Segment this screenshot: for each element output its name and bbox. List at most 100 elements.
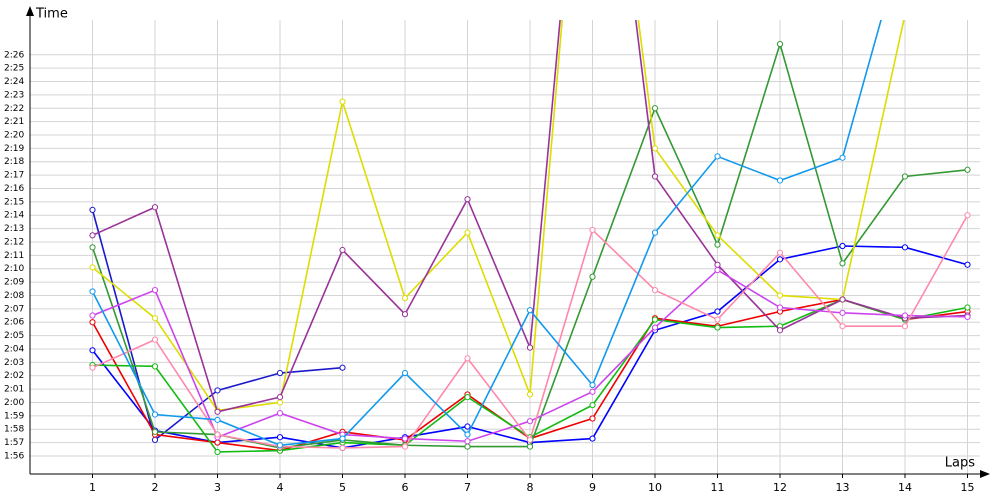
point: [89, 364, 96, 371]
point: [464, 394, 471, 401]
y-tick-label: 2:08: [4, 291, 24, 301]
y-tick-label: 2:21: [4, 117, 24, 127]
point: [901, 312, 909, 319]
x-tick-label: 14: [898, 481, 912, 494]
point: [339, 246, 346, 254]
point: [526, 443, 534, 450]
point: [589, 435, 596, 442]
y-tick-label: 2:16: [4, 184, 24, 194]
point: [151, 363, 159, 370]
point: [839, 309, 846, 316]
point: [589, 388, 596, 395]
point: [214, 408, 221, 415]
point: [214, 387, 221, 394]
y-tick-label: 2:24: [4, 77, 24, 87]
point: [464, 423, 471, 430]
x-tick-label: 11: [711, 481, 725, 494]
y-tick-label: 2:04: [4, 344, 24, 354]
point: [151, 436, 159, 443]
point: [902, 12, 907, 17]
point: [526, 418, 534, 425]
point: [964, 166, 971, 173]
point: [714, 316, 721, 323]
point: [964, 313, 971, 320]
point: [651, 316, 659, 323]
point: [276, 442, 284, 449]
y-tick-label: 2:20: [4, 131, 24, 141]
point: [714, 261, 721, 268]
y-tick-label: 2:22: [4, 104, 24, 114]
point: [589, 226, 596, 234]
x-tick-label: 12: [773, 481, 787, 494]
point: [401, 311, 409, 318]
point: [151, 315, 159, 322]
point: [714, 241, 721, 248]
point: [839, 296, 846, 303]
point: [276, 399, 284, 406]
point: [964, 212, 971, 219]
point: [901, 244, 909, 251]
y-tick-label: 2:05: [4, 331, 24, 341]
point: [776, 327, 784, 334]
point: [214, 448, 221, 456]
point: [776, 304, 784, 311]
point: [339, 435, 346, 442]
x-tick-label: 13: [836, 481, 850, 494]
point: [89, 319, 96, 326]
point: [714, 153, 721, 160]
y-tick-label: 2:06: [4, 318, 24, 328]
x-tick-label: 9: [589, 481, 596, 494]
point: [214, 431, 221, 438]
point: [89, 244, 96, 251]
y-tick-label: 2:07: [4, 304, 24, 314]
x-tick-label: 5: [339, 481, 346, 494]
point: [714, 308, 721, 315]
point: [589, 381, 596, 389]
point: [714, 266, 721, 274]
y-axis-arrow: [26, 6, 34, 16]
point: [839, 323, 846, 330]
x-tick-label: 1: [89, 481, 96, 494]
x-tick-label: 3: [214, 481, 221, 494]
x-tick-label: 6: [402, 481, 409, 494]
point: [526, 307, 534, 314]
y-tick-label: 2:25: [4, 64, 24, 74]
point: [651, 324, 659, 331]
y-tick-label: 2:17: [4, 171, 24, 181]
point: [214, 439, 221, 446]
point: [151, 336, 159, 343]
y-tick-label: 2:10: [4, 264, 24, 274]
y-tick-label: 1:58: [4, 425, 24, 435]
point: [276, 369, 284, 377]
point: [714, 324, 721, 331]
y-tick-label: 2:19: [4, 144, 24, 154]
x-tick-label: 4: [277, 481, 284, 494]
point: [839, 260, 846, 267]
point: [776, 40, 784, 48]
point: [401, 369, 409, 377]
point: [464, 355, 471, 362]
point: [839, 242, 846, 250]
point: [526, 344, 534, 351]
point: [526, 436, 534, 443]
y-tick-label: 2:09: [4, 278, 24, 288]
point: [651, 287, 659, 294]
point: [464, 196, 471, 203]
x-tick-label: 15: [961, 481, 975, 494]
point: [651, 105, 659, 112]
series-line: [91, 20, 882, 447]
point: [89, 312, 96, 319]
y-tick-label: 2:14: [4, 211, 24, 221]
point: [651, 229, 659, 236]
point: [89, 264, 96, 271]
point: [89, 288, 96, 295]
y-tick-label: 2:23: [4, 90, 24, 100]
y-tick-label: 2:26: [4, 50, 24, 60]
point: [339, 98, 346, 105]
point: [464, 229, 471, 236]
point: [214, 416, 221, 423]
y-tick-label: 2:13: [4, 224, 24, 234]
x-tick-label: 8: [527, 481, 534, 494]
point: [151, 428, 159, 435]
x-tick-label: 2: [152, 481, 159, 494]
